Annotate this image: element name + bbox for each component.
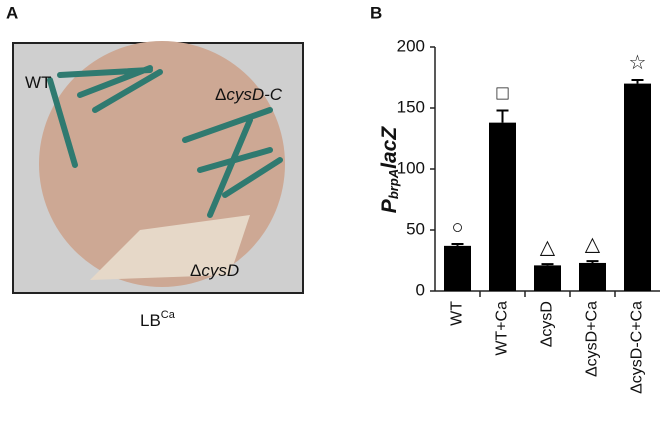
bar xyxy=(444,245,471,291)
y-tick-label: 150 xyxy=(397,97,425,116)
annotation: △ xyxy=(540,236,556,258)
panel-label: B xyxy=(370,3,382,22)
annotation: △ xyxy=(585,233,601,255)
bar xyxy=(534,265,561,291)
strain-label: WT xyxy=(25,73,51,92)
error-bar xyxy=(631,78,644,84)
y-axis-label: PbrpAlacZ xyxy=(378,126,402,214)
annotation: ○ xyxy=(451,216,463,238)
strain-label: ΔcysD xyxy=(190,261,239,280)
y-tick-label: 50 xyxy=(406,219,425,238)
error-bar xyxy=(496,109,509,123)
y-tick-label: 200 xyxy=(397,36,425,55)
annotation: □ xyxy=(496,83,508,105)
bar xyxy=(579,262,606,291)
error-bar xyxy=(541,263,554,266)
x-tick-label: ΔcysD xyxy=(539,301,556,347)
y-tick-label: 0 xyxy=(416,280,425,299)
colonies xyxy=(47,65,283,218)
y-tick-label: 100 xyxy=(397,158,425,177)
strain-label: ΔcysD-C xyxy=(215,85,283,104)
annotation: ☆ xyxy=(629,52,647,74)
panel-label: A xyxy=(6,3,18,22)
x-tick-label: WT xyxy=(449,301,466,326)
error-bar xyxy=(586,260,599,263)
x-tick-label: ΔcysD+Ca xyxy=(584,301,601,377)
caption: LBCa xyxy=(140,309,176,331)
error-bar xyxy=(451,243,464,246)
x-tick-label: ΔcysD-C+Ca xyxy=(629,301,646,394)
bar xyxy=(489,122,516,291)
x-tick-label: WT+Ca xyxy=(494,301,511,356)
colonies xyxy=(90,215,250,280)
bar xyxy=(624,83,651,291)
